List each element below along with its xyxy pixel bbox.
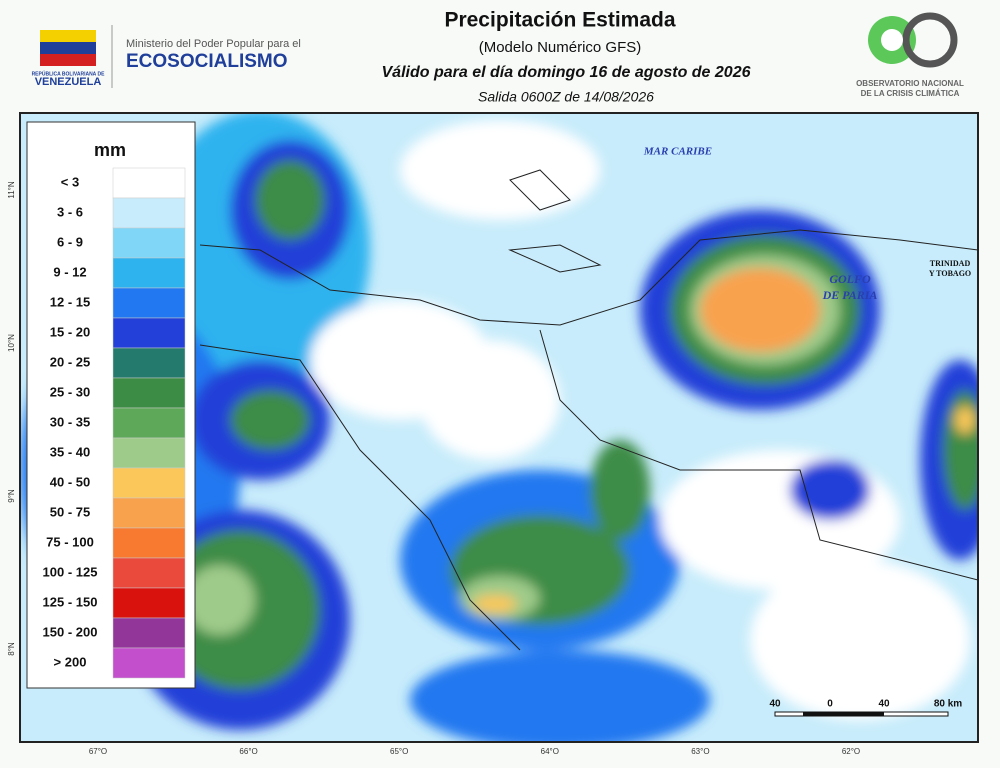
legend-label: 20 - 25: [50, 354, 90, 369]
latitude-label: 9°N: [7, 489, 16, 503]
subtitle: (Modelo Numérico GFS): [479, 39, 642, 56]
legend-swatch: [112, 437, 186, 469]
legend-swatch: [112, 527, 186, 559]
legend-swatch: [112, 467, 186, 499]
legend-label: > 200: [54, 654, 87, 669]
legend-label: 100 - 125: [43, 564, 98, 579]
latitude-label: 11°N: [7, 181, 16, 199]
legend-swatch: [112, 197, 186, 229]
coastlines: [199, 169, 978, 651]
legend-swatch: [112, 317, 186, 349]
scale-label: 80 km: [934, 699, 962, 710]
legend-swatch: [112, 167, 186, 199]
observatory-line2: DE LA CRISIS CLIMÁTICA: [861, 89, 960, 98]
ministry-line1: Ministerio del Poder Popular para el: [126, 38, 301, 50]
legend-label: 30 - 35: [50, 414, 90, 429]
gulf-label-2: DE PARIA: [822, 288, 878, 302]
scale-label: 40: [878, 699, 890, 710]
legend: < 3 3 - 6 6 - 9 9 - 12 12 - 15 15 - 20 20 - 25…: [43, 167, 186, 679]
legend-label: 6 - 9: [57, 234, 83, 249]
legend-label: 40 - 50: [50, 474, 90, 489]
legend-swatch: [112, 617, 186, 649]
observatory-line1: OBSERVATORIO NACIONAL: [856, 79, 964, 88]
longitude-label: 65°O: [390, 747, 408, 756]
country-line1: REPÚBLICA BOLIVARIANA DE: [32, 70, 106, 77]
legend-swatch: [112, 257, 186, 289]
graticule-labels: 67°O 66°O 65°O 64°O 63°O 62°O 11°N 10°N 9°N 8°N: [7, 181, 860, 756]
island-label-1: TRINIDAD: [930, 259, 971, 268]
legend-label: 125 - 150: [43, 594, 98, 609]
left-logo: [40, 25, 113, 88]
legend-swatch: [112, 287, 186, 319]
longitude-label: 63°O: [691, 747, 709, 756]
ministry-line2: ECOSOCIALISMO: [126, 51, 288, 72]
legend-label: 50 - 75: [50, 504, 90, 519]
legend-label: 35 - 40: [50, 444, 90, 459]
legend-label: 150 - 200: [43, 624, 98, 639]
legend-swatch: [112, 647, 186, 679]
longitude-label: 67°O: [89, 747, 107, 756]
scale-label: 40: [769, 699, 781, 710]
sea-label: MAR CARIBE: [643, 146, 712, 158]
legend-label: 15 - 20: [50, 324, 90, 339]
longitude-label: 62°O: [842, 747, 860, 756]
legend-label: 25 - 30: [50, 384, 90, 399]
legend-swatch: [112, 407, 186, 439]
legend-swatch: [112, 347, 186, 379]
map-frame: [19, 112, 979, 743]
legend-label: 9 - 12: [53, 264, 86, 279]
run-time: Salida 0600Z de 14/08/2026: [478, 89, 654, 105]
legend-swatch: [112, 587, 186, 619]
latitude-label: 10°N: [7, 334, 16, 352]
legend-unit: mm: [94, 140, 126, 160]
legend-label: < 3: [61, 174, 79, 189]
title: Precipitación Estimada: [444, 9, 675, 32]
legend-label: 75 - 100: [46, 534, 94, 549]
legend-swatch: [112, 227, 186, 259]
legend-label: 12 - 15: [50, 294, 90, 309]
island-label-2: Y TOBAGO: [929, 269, 971, 278]
gulf-label-1: GOLFO: [829, 272, 871, 286]
legend-label: 3 - 6: [57, 204, 83, 219]
scale-bar: [774, 711, 949, 717]
legend-swatch: [112, 557, 186, 589]
valid-date: Válido para el día domingo 16 de agosto …: [382, 64, 751, 81]
longitude-label: 66°O: [239, 747, 257, 756]
legend-swatch: [112, 377, 186, 409]
country-line2: VENEZUELA: [35, 76, 102, 88]
observatory-logo: [868, 12, 958, 68]
longitude-label: 64°O: [541, 747, 559, 756]
legend-swatch: [112, 497, 186, 529]
scale-label: 0: [827, 699, 833, 710]
latitude-label: 8°N: [7, 642, 16, 656]
